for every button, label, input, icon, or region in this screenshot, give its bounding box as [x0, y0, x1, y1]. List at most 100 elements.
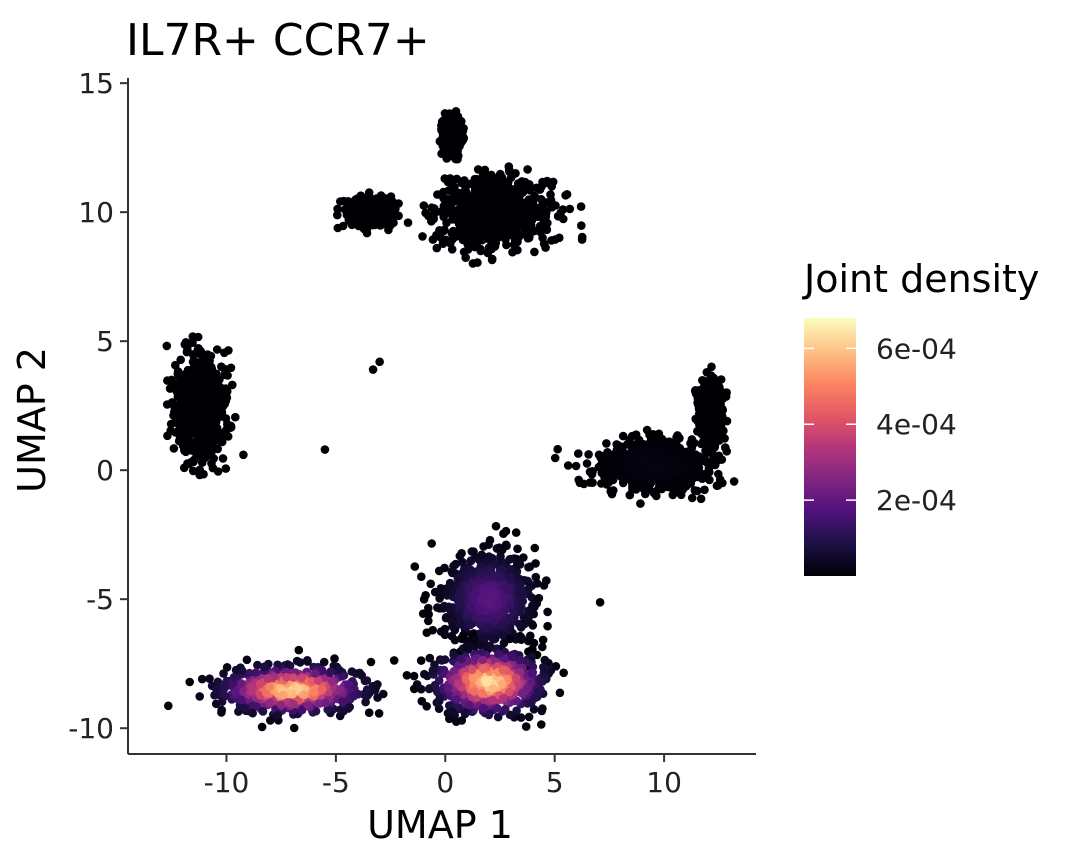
- data-point: [444, 177, 454, 186]
- data-point: [687, 493, 697, 503]
- data-point: [639, 484, 648, 493]
- data-point: [347, 667, 357, 676]
- data-point: [204, 369, 214, 379]
- data-point: [661, 446, 670, 456]
- data-point: [502, 230, 511, 239]
- data-point: [488, 175, 497, 185]
- data-point: [162, 400, 172, 409]
- data-point: [181, 338, 191, 347]
- data-point: [208, 463, 218, 473]
- data-point: [649, 488, 659, 498]
- data-point: [624, 474, 634, 483]
- data-point: [427, 539, 437, 548]
- data-point: [455, 600, 465, 610]
- data-point: [515, 560, 525, 569]
- data-point: [505, 573, 515, 582]
- data-point: [444, 200, 454, 210]
- data-point: [632, 439, 641, 449]
- data-point: [379, 689, 388, 699]
- data-point: [451, 125, 460, 134]
- data-point: [493, 611, 502, 620]
- data-point: [608, 455, 618, 465]
- data-point: [656, 474, 666, 483]
- data-point: [696, 494, 706, 504]
- data-point: [694, 458, 703, 468]
- data-point: [180, 445, 189, 454]
- data-point: [375, 218, 385, 228]
- data-point: [537, 182, 546, 191]
- data-point: [624, 462, 633, 472]
- chart-title: IL7R+ CCR7+: [126, 15, 430, 66]
- data-point: [702, 437, 711, 447]
- data-point: [440, 109, 450, 118]
- data-point: [166, 426, 175, 436]
- data-point: [380, 193, 389, 203]
- data-point: [433, 603, 442, 612]
- data-point: [515, 579, 525, 589]
- data-point: [510, 236, 520, 246]
- data-point: [721, 392, 731, 401]
- data-point: [530, 543, 540, 553]
- data-point: [183, 409, 192, 419]
- data-point: [486, 200, 495, 209]
- data-point: [445, 578, 455, 588]
- data-point: [490, 634, 500, 644]
- data-point: [444, 186, 453, 195]
- data-point: [496, 555, 505, 565]
- data-point: [660, 464, 670, 474]
- data-point: [485, 535, 495, 545]
- data-point: [469, 191, 479, 201]
- data-point: [435, 137, 445, 146]
- data-point: [224, 346, 233, 355]
- data-point: [492, 544, 502, 553]
- data-point: [681, 482, 691, 491]
- data-point: [496, 221, 506, 230]
- data-point: [722, 416, 732, 426]
- data-point: [342, 203, 352, 213]
- data-point: [487, 242, 496, 252]
- data-point: [463, 618, 473, 627]
- data-point: [446, 604, 456, 613]
- data-point: [180, 427, 189, 437]
- data-point: [672, 452, 682, 462]
- data-point: [203, 357, 213, 367]
- data-point: [360, 676, 370, 686]
- data-point: [333, 210, 342, 220]
- data-point: [636, 499, 645, 508]
- data-point: [416, 656, 426, 665]
- data-point: [543, 621, 552, 631]
- data-point: [448, 235, 457, 244]
- data-point: [410, 562, 420, 571]
- data-point: [526, 221, 536, 230]
- data-point: [720, 434, 729, 443]
- data-point: [447, 245, 457, 254]
- data-point: [529, 204, 539, 213]
- data-point: [477, 185, 487, 194]
- data-point: [212, 345, 222, 354]
- data-point: [524, 233, 534, 243]
- data-point: [558, 205, 568, 214]
- data-point: [502, 541, 511, 551]
- data-point: [584, 450, 593, 459]
- data-point: [197, 372, 206, 381]
- data-point: [374, 709, 384, 718]
- data-point: [643, 471, 652, 481]
- data-point: [536, 228, 546, 237]
- data-point: [446, 141, 456, 151]
- data-point: [374, 204, 383, 214]
- data-point: [195, 405, 204, 415]
- data-point: [418, 609, 428, 618]
- data-point: [541, 243, 550, 252]
- data-point: [417, 572, 426, 581]
- data-point: [460, 205, 470, 214]
- data-point: [219, 392, 228, 401]
- data-point: [477, 196, 487, 206]
- data-point: [516, 190, 525, 199]
- data-point: [179, 399, 189, 409]
- data-point: [389, 656, 399, 665]
- data-point: [197, 674, 207, 684]
- data-point: [565, 204, 575, 214]
- data-point: [239, 450, 248, 460]
- data-point: [197, 384, 207, 394]
- data-point: [645, 430, 654, 440]
